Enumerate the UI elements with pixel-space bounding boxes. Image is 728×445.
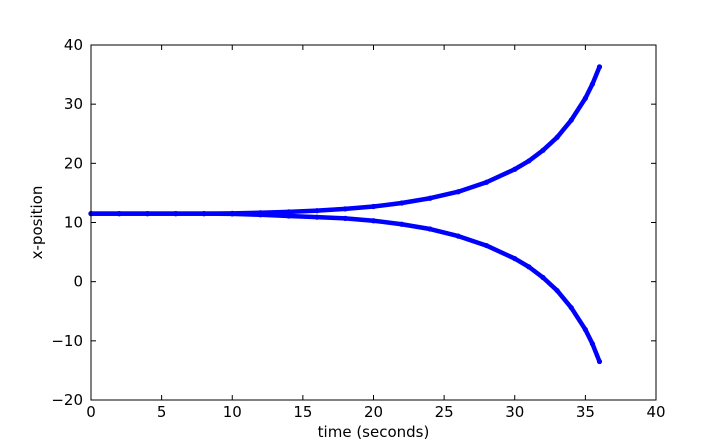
- data-point: [512, 166, 518, 172]
- x-tick-label: 0: [86, 403, 96, 421]
- x-tick-label: 25: [435, 403, 454, 421]
- data-point: [399, 221, 405, 227]
- data-point: [554, 134, 560, 140]
- x-tick-label: 10: [223, 403, 242, 421]
- data-point: [201, 211, 207, 217]
- data-point: [342, 206, 348, 212]
- x-axis-label: time (seconds): [318, 423, 430, 441]
- data-point: [540, 274, 546, 281]
- data-point: [582, 326, 588, 333]
- data-point: [144, 211, 151, 217]
- data-point: [526, 264, 532, 270]
- data-point: [554, 287, 560, 294]
- data-point: [342, 215, 348, 221]
- data-point: [370, 218, 377, 224]
- data-point: [370, 203, 377, 210]
- data-point: [314, 214, 320, 220]
- y-tick-label: −20: [51, 391, 83, 409]
- data-point: [568, 305, 574, 311]
- data-point: [173, 211, 179, 217]
- data-point: [596, 64, 603, 70]
- data-point: [257, 212, 264, 218]
- y-tick-label: 30: [64, 95, 83, 113]
- data-point: [589, 81, 596, 87]
- data-point: [512, 255, 518, 262]
- data-point: [286, 209, 292, 215]
- y-tick-label: −10: [51, 332, 83, 350]
- data-point: [116, 211, 122, 217]
- x-tick-label: 20: [364, 403, 383, 421]
- y-tick-label: 10: [64, 214, 83, 232]
- x-tick-label: 40: [646, 403, 665, 421]
- y-tick-label: 40: [64, 36, 83, 54]
- data-point: [568, 117, 574, 123]
- axis-ticks: 0 5 10 15 20 25 30 35 40 −20 −10 0 10 20 30 40: [51, 36, 665, 421]
- data-point: [589, 341, 596, 347]
- series-1-line: [88, 64, 602, 216]
- data-point: [455, 233, 461, 239]
- x-tick-label: 5: [157, 403, 167, 421]
- data-point: [229, 211, 235, 217]
- x-tick-label: 30: [505, 403, 524, 421]
- data-marks: [88, 64, 603, 365]
- data-point: [427, 195, 433, 201]
- x-tick-label: 15: [293, 403, 312, 421]
- y-tick-label: 0: [73, 273, 83, 291]
- data-point: [427, 226, 433, 232]
- data-point: [526, 158, 532, 164]
- data-point: [286, 213, 292, 219]
- data-point: [483, 179, 490, 185]
- data-point: [596, 358, 603, 365]
- y-axis-label: x-position: [28, 186, 46, 260]
- data-point: [455, 189, 461, 195]
- data-point: [399, 200, 405, 206]
- data-point: [540, 147, 546, 153]
- x-tick-label: 35: [576, 403, 595, 421]
- data-point: [314, 208, 320, 214]
- series-2-line: [88, 211, 602, 364]
- y-tick-label: 20: [64, 154, 83, 172]
- data-point: [582, 95, 588, 101]
- data-point: [483, 242, 490, 249]
